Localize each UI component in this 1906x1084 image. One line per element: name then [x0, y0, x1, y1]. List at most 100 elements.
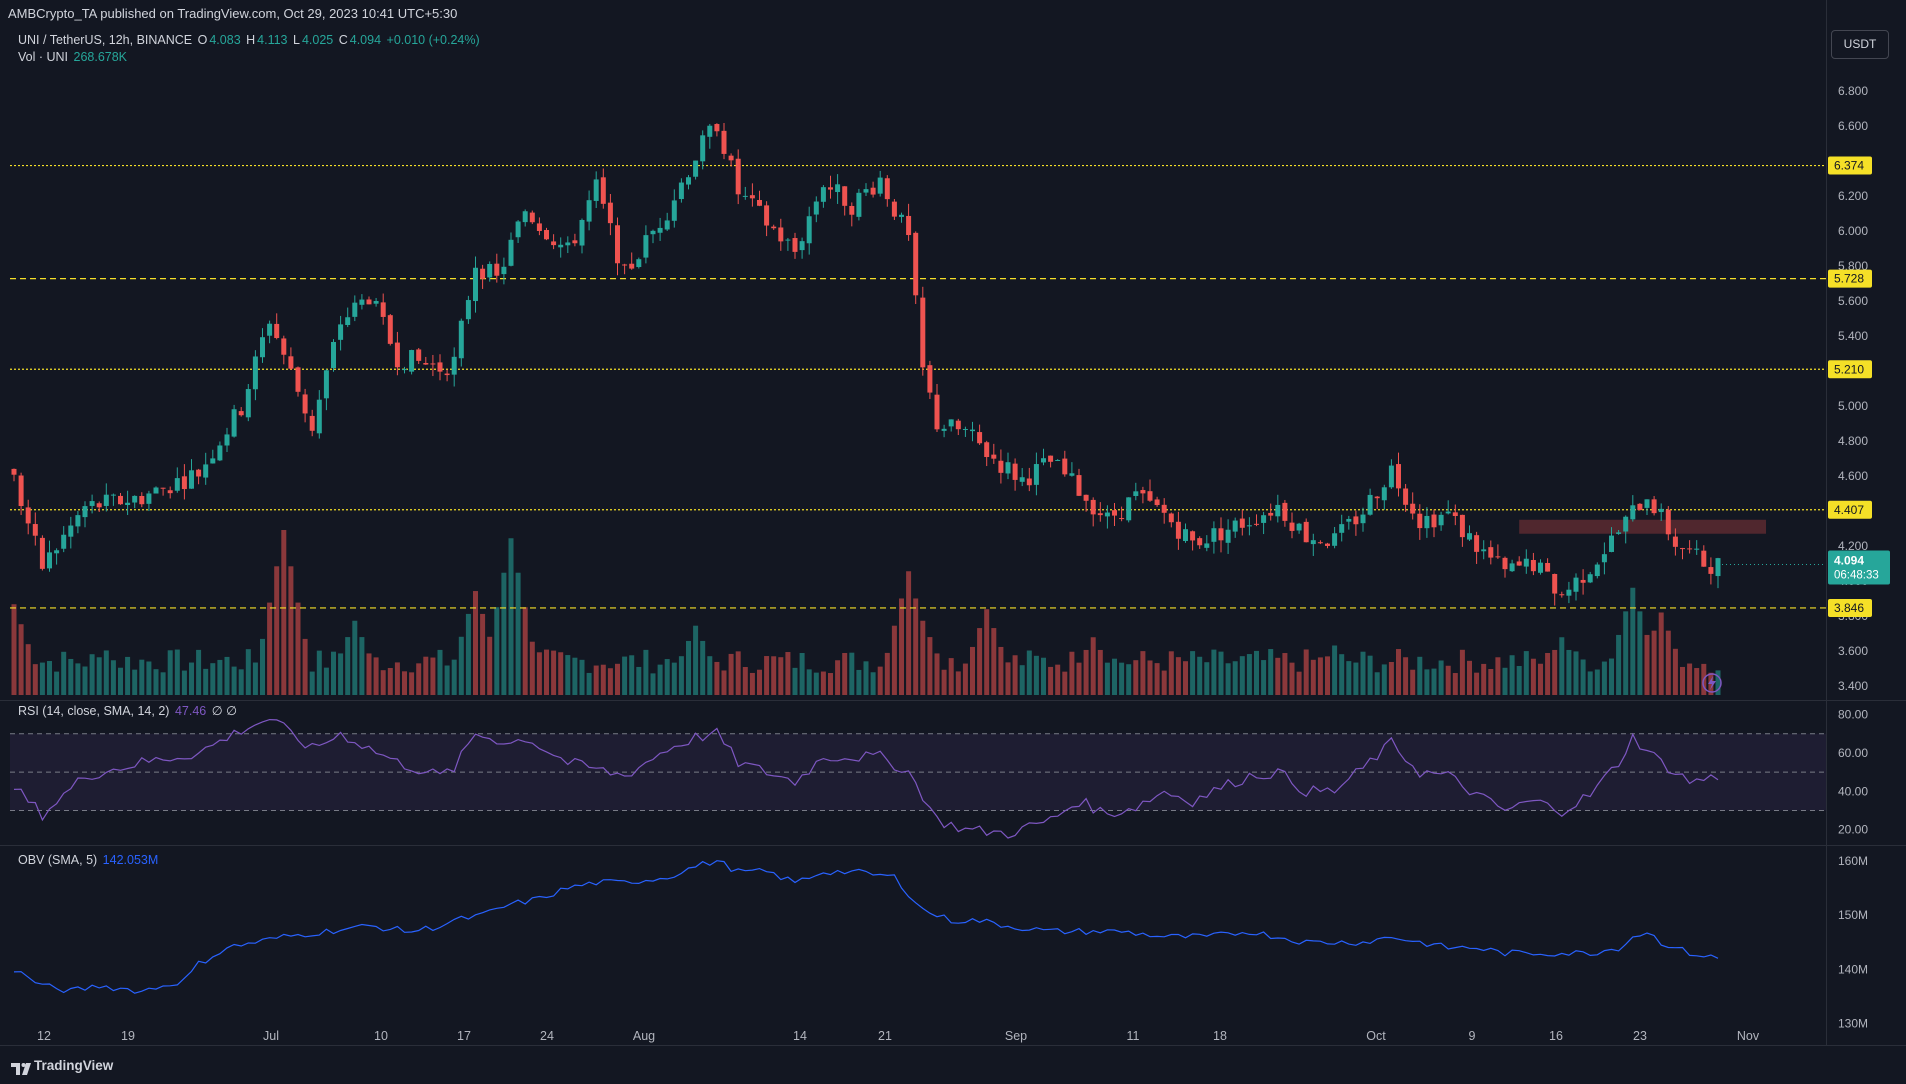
candle-body: [473, 267, 478, 302]
volume-bar: [451, 659, 457, 695]
volume-bar: [473, 591, 478, 695]
candle-body: [1438, 514, 1444, 526]
candle-body: [1403, 488, 1409, 505]
candle-body: [224, 434, 230, 446]
level-label: 4.407: [1834, 503, 1864, 517]
volume-bar: [1353, 662, 1359, 695]
volume-bar: [955, 671, 961, 695]
volume-bar: [387, 668, 393, 695]
candle-body: [1126, 497, 1132, 521]
volume-bar: [132, 669, 138, 695]
volume-bar: [870, 672, 876, 695]
candle-body: [693, 160, 699, 177]
candle-body: [1530, 559, 1536, 572]
candle-body: [189, 470, 194, 489]
volume-bar: [1055, 664, 1061, 695]
volume-bar: [61, 651, 67, 695]
volume-bar: [1680, 666, 1685, 695]
countdown-label: 06:48:33: [1834, 570, 1879, 582]
volume-bar: [231, 666, 237, 695]
volume-bar: [1133, 660, 1139, 695]
candle-body: [1225, 529, 1231, 543]
candle-body: [842, 186, 848, 206]
candle-body: [61, 534, 67, 549]
candle-body: [785, 239, 791, 241]
candle-body: [1048, 455, 1054, 462]
candle-body: [884, 178, 890, 200]
rsi-label[interactable]: RSI (14, close, SMA, 14, 2): [18, 704, 170, 718]
candle-body: [1168, 513, 1174, 523]
volume-bar: [1516, 665, 1522, 695]
volume-bar: [1445, 665, 1451, 695]
candle-body: [1680, 548, 1685, 550]
candle-body: [813, 201, 819, 215]
volume-bar: [1062, 671, 1068, 695]
candle-body: [1190, 531, 1196, 541]
volume-bar: [1403, 657, 1409, 695]
candle-body: [1630, 505, 1636, 520]
volume-bar: [863, 661, 869, 695]
price-axis-tick: 5.600: [1838, 294, 1868, 308]
symbol-label[interactable]: UNI / TetherUS, 12h, BINANCE: [18, 33, 193, 47]
candle-body: [1055, 460, 1061, 462]
volume-bar: [189, 662, 194, 695]
volume-bar: [160, 672, 166, 695]
candle-body: [1474, 535, 1480, 552]
volume-bar: [245, 649, 251, 695]
volume-bar: [998, 646, 1004, 695]
volume-bar: [1041, 657, 1046, 695]
candle-body: [89, 501, 95, 506]
candle-body: [565, 242, 571, 246]
candle-body: [146, 493, 152, 504]
volume-bar: [934, 653, 940, 695]
candle-body: [444, 373, 450, 376]
price-legend: UNI / TetherUS, 12h, BINANCE O 4.083 H 4.1…: [18, 33, 482, 47]
candle-body: [437, 362, 443, 372]
volume-bar: [1367, 655, 1373, 695]
candle-body: [1431, 514, 1437, 528]
rsi-line: [13, 718, 1719, 839]
candle-body: [380, 302, 386, 317]
candle-body: [1275, 504, 1281, 517]
volume-label[interactable]: Vol · UNI: [18, 50, 69, 64]
footer-brand[interactable]: TradingView: [34, 1058, 114, 1073]
candle-body: [1204, 543, 1210, 548]
volume-bar: [252, 662, 258, 695]
candle-body: [984, 442, 990, 458]
candle-body: [1651, 499, 1657, 514]
volume-bar: [331, 651, 336, 695]
volume-bar: [721, 670, 727, 695]
volume-bar: [529, 641, 535, 695]
volume-bar: [586, 672, 592, 695]
obv-label[interactable]: OBV (SMA, 5): [18, 853, 98, 867]
volume-bar: [1538, 663, 1543, 695]
volume-bar: [977, 628, 983, 695]
candle-body: [1594, 564, 1600, 577]
candle-body: [167, 490, 173, 494]
volume-bar: [1601, 661, 1607, 695]
volume-bar: [1019, 665, 1025, 695]
volume-bar: [89, 654, 95, 695]
candle-body: [1062, 458, 1068, 475]
candle-body: [522, 211, 528, 223]
volume-bar: [181, 670, 187, 695]
volume-bar: [629, 655, 635, 695]
currency-button[interactable]: USDT: [1831, 30, 1889, 59]
candle-body: [1303, 521, 1309, 543]
candle-body: [728, 155, 734, 161]
volume-bar: [380, 670, 386, 695]
candle-body: [970, 429, 975, 432]
volume-bar: [813, 672, 819, 695]
volume-bar: [39, 662, 45, 695]
volume-bar: [714, 661, 720, 695]
candle-body: [1069, 473, 1075, 476]
candle-body: [629, 263, 635, 269]
price-axis-tick: 6.200: [1838, 189, 1868, 203]
candle-body: [160, 487, 166, 489]
candle-body: [1509, 563, 1515, 572]
level-label: 5.210: [1834, 362, 1864, 376]
candle-body: [1005, 462, 1011, 474]
volume-bar: [1431, 668, 1437, 695]
volume-bar: [820, 671, 826, 695]
